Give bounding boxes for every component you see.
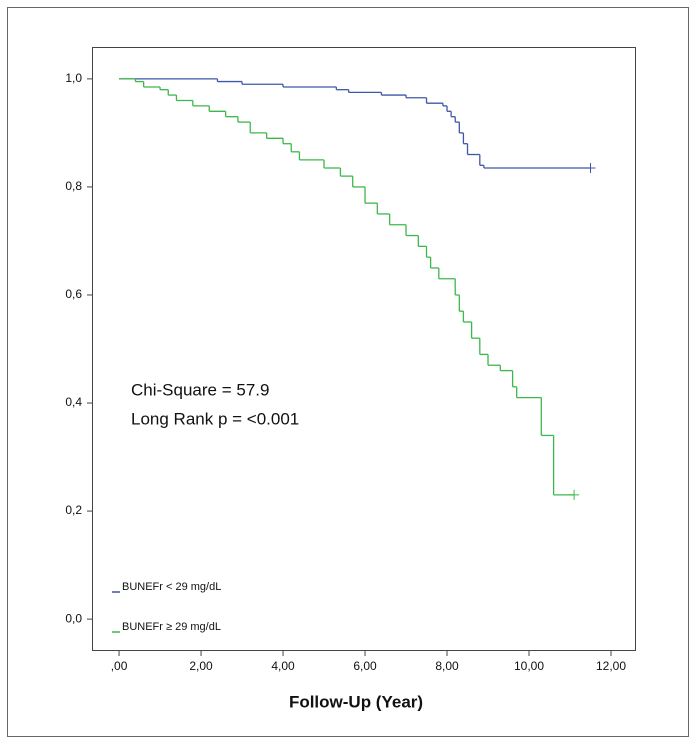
y-tick-label: 0,0 (65, 611, 82, 625)
x-tick-label: 6,00 (353, 659, 377, 673)
annotation: Chi-Square = 57.9 (131, 380, 269, 399)
y-tick-label: 0,4 (65, 395, 82, 409)
x-tick-label: 4,00 (271, 659, 295, 673)
plot-area (92, 47, 636, 651)
frame (7, 7, 689, 737)
x-tick-label: 8,00 (435, 659, 459, 673)
y-tick-label: 0,2 (65, 503, 82, 517)
x-tick-label: ,00 (111, 659, 128, 673)
x-tick-label: 10,00 (514, 659, 544, 673)
legend-label: BUNEFr ≥ 29 mg/dL (122, 621, 221, 633)
y-tick-label: 0,6 (65, 287, 82, 301)
y-tick-label: 0,8 (65, 179, 82, 193)
x-axis-label: Follow-Up (Year) (289, 692, 423, 711)
x-tick-label: 2,00 (189, 659, 213, 673)
y-tick-label: 1,0 (65, 71, 82, 85)
annotation: Long Rank p = <0.001 (131, 409, 299, 428)
legend-label: BUNEFr < 29 mg/dL (122, 581, 221, 593)
x-tick-label: 12,00 (596, 659, 626, 673)
